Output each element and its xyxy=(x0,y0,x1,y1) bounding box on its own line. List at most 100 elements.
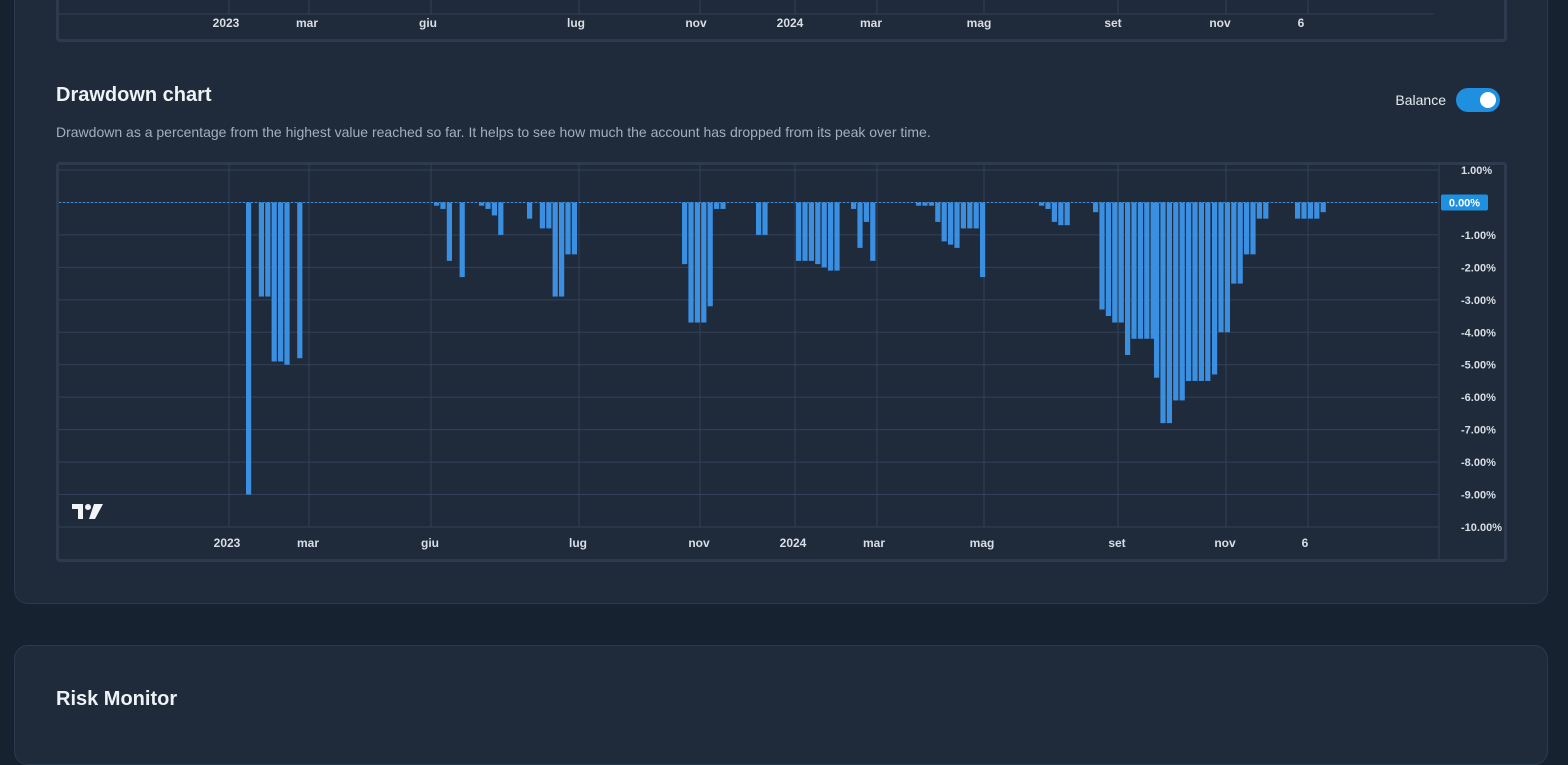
x-tick-label: set xyxy=(1108,536,1125,550)
x-tick-label: 2024 xyxy=(780,536,807,550)
drawdown-bar xyxy=(565,202,571,255)
drawdown-chart: 1.00% -1.00% -2.00% -3.00% -4.00% -5.00% -6.00… xyxy=(59,165,1502,559)
drawdown-bar xyxy=(802,202,808,261)
drawdown-bar xyxy=(1160,202,1166,424)
current-value-label: 0.00% xyxy=(1449,197,1480,209)
x-tick-label: 2023 xyxy=(214,536,241,550)
x-tick-label: mar xyxy=(863,536,885,550)
drawdown-bar xyxy=(1250,202,1256,255)
drawdown-bar xyxy=(1125,202,1131,355)
drawdown-bar xyxy=(552,202,558,297)
x-tick-label: nov xyxy=(688,536,710,550)
balance-toggle[interactable] xyxy=(1456,88,1500,112)
drawdown-bar xyxy=(1301,202,1307,219)
drawdown-chart-frame: 1.00% -1.00% -2.00% -3.00% -4.00% -5.00% -6.00… xyxy=(56,162,1507,562)
current-value-badge xyxy=(1441,194,1488,211)
y-tick-label: -3.00% xyxy=(1461,295,1496,307)
drawdown-bar xyxy=(284,202,290,365)
x-tick-label: nov xyxy=(1214,536,1236,550)
drawdown-bar xyxy=(851,202,857,209)
drawdown-bar xyxy=(796,202,802,261)
drawdown-bar xyxy=(720,202,726,209)
drawdown-bar xyxy=(491,202,497,216)
drawdown-bar xyxy=(1198,202,1204,381)
equity-x-tick-label: mar xyxy=(295,16,319,30)
drawdown-bar xyxy=(1105,202,1111,317)
y-tick-label: -8.00% xyxy=(1461,457,1496,469)
tradingview-logo-icon[interactable] xyxy=(72,503,104,521)
drawdown-bar xyxy=(571,202,577,255)
drawdown-bar xyxy=(1173,202,1179,401)
drawdown-bar xyxy=(948,202,954,245)
drawdown-bar xyxy=(935,202,941,222)
equity-x-tick-label: giu xyxy=(419,16,437,30)
equity-x-tick-label: 2023 xyxy=(212,16,240,30)
drawdown-bar xyxy=(1131,202,1137,339)
equity-x-tick-label: set xyxy=(1104,16,1122,30)
risk-monitor-title: Risk Monitor xyxy=(56,688,178,710)
drawdown-bar xyxy=(559,202,565,297)
drawdown-bar xyxy=(1137,202,1143,339)
drawdown-bar xyxy=(688,202,694,323)
y-tick-label: -7.00% xyxy=(1461,425,1496,437)
equity-x-tick-label: 6 xyxy=(1297,16,1305,30)
drawdown-bar xyxy=(479,202,485,206)
drawdown-bar xyxy=(815,202,821,265)
drawdown-bar xyxy=(857,202,863,248)
drawdown-bar xyxy=(546,202,552,229)
drawdown-bar xyxy=(762,202,768,235)
balance-toggle-label: Balance xyxy=(1395,92,1446,108)
y-tick-label: -4.00% xyxy=(1461,327,1496,339)
y-tick-label: -2.00% xyxy=(1461,262,1496,274)
y-tick-label: -9.00% xyxy=(1461,490,1496,502)
equity-chart-axis xyxy=(59,0,1434,15)
drawdown-bar xyxy=(1263,202,1269,219)
drawdown-bar xyxy=(446,202,452,261)
drawdown-bar xyxy=(1179,202,1185,401)
drawdown-bar xyxy=(916,202,922,206)
equity-chart-frame xyxy=(56,0,1507,42)
drawdown-bar xyxy=(1045,202,1051,209)
drawdown-bar xyxy=(1192,202,1198,381)
y-tick-label: -5.00% xyxy=(1461,360,1496,372)
drawdown-bar xyxy=(1224,202,1230,333)
equity-x-tick-label: mag xyxy=(966,16,992,30)
drawdown-bar xyxy=(1256,202,1262,219)
drawdown-bar xyxy=(941,202,947,242)
drawdown-bar xyxy=(1314,202,1320,219)
drawdown-bar xyxy=(973,202,979,229)
drawdown-bar xyxy=(271,202,277,362)
drawdown-bar xyxy=(701,202,707,323)
equity-x-tick-label: nov xyxy=(1209,16,1231,30)
drawdown-bar xyxy=(980,202,986,278)
y-tick-label: -1.00% xyxy=(1461,230,1496,242)
drawdown-bar xyxy=(928,202,934,206)
balance-toggle-group: Balance xyxy=(1395,88,1500,112)
drawdown-bar xyxy=(1118,202,1124,323)
drawdown-bar xyxy=(967,202,973,229)
drawdown-bar xyxy=(1186,202,1192,381)
drawdown-bar xyxy=(870,202,876,261)
drawdown-bar xyxy=(863,202,869,222)
drawdown-bar xyxy=(1205,202,1211,381)
drawdown-bar xyxy=(539,202,545,229)
drawdown-bar xyxy=(1112,202,1118,323)
drawdown-bar xyxy=(1212,202,1218,375)
drawdown-bar xyxy=(960,202,966,229)
drawdown-bar xyxy=(440,202,446,209)
equity-x-tick-label: mar xyxy=(859,16,883,30)
drawdown-bar xyxy=(498,202,504,235)
x-tick-label: mag xyxy=(970,536,995,550)
drawdown-bar xyxy=(1150,202,1156,339)
drawdown-bar xyxy=(278,202,284,362)
drawdown-bar xyxy=(1218,202,1224,333)
y-tick-label: -10.00% xyxy=(1461,522,1502,534)
y-tick-label: 1.00% xyxy=(1461,165,1492,177)
drawdown-bar xyxy=(828,202,834,271)
drawdown-bar xyxy=(1039,202,1045,206)
drawdown-subtitle: Drawdown as a percentage from the highes… xyxy=(56,124,931,140)
drawdown-bar xyxy=(682,202,688,265)
equity-x-tick-label: lug xyxy=(567,16,585,30)
drawdown-bar xyxy=(434,202,440,206)
drawdown-bar xyxy=(834,202,840,271)
